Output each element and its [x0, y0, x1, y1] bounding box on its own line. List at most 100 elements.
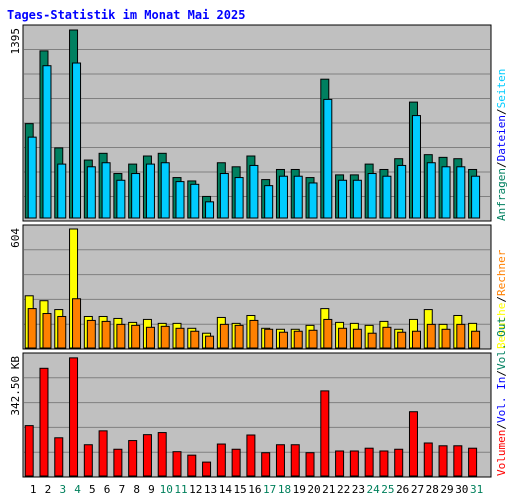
bar-dateien-day-13 — [205, 201, 215, 219]
bar-rechner-day-15 — [234, 324, 244, 349]
bar-rechner-day-23 — [352, 328, 362, 349]
x-label-day-29: 29 — [440, 483, 453, 496]
bar-volumen-day-10 — [157, 432, 167, 477]
x-label-day-23: 23 — [352, 483, 365, 496]
bar-volumen-day-2 — [39, 367, 49, 477]
bar-rechner-day-6 — [101, 320, 111, 349]
bar-dateien-day-22 — [338, 179, 348, 219]
bar-volumen-day-26 — [394, 448, 404, 477]
x-label-day-24: 24 — [367, 483, 381, 496]
x-label-day-30: 30 — [455, 483, 468, 496]
x-label-day-22: 22 — [337, 483, 350, 496]
x-label-day-2: 2 — [45, 483, 52, 496]
bar-dateien-day-7 — [116, 179, 126, 219]
bar-volumen-day-4 — [69, 357, 79, 477]
bar-rechner-day-25 — [382, 326, 392, 349]
bar-volumen-day-19 — [290, 444, 300, 477]
x-label-day-19: 19 — [293, 483, 306, 496]
bar-volumen-day-15 — [231, 448, 241, 477]
bar-volumen-day-21 — [320, 390, 330, 477]
bar-dateien-day-31 — [471, 175, 481, 219]
y-max-label-bottom: 342.50 KB — [9, 356, 22, 416]
bar-volumen-day-28 — [423, 442, 433, 477]
bar-rechner-day-24 — [367, 332, 377, 349]
bar-rechner-day-1 — [27, 308, 37, 349]
bar-dateien-day-29 — [441, 166, 451, 219]
bar-volumen-day-30 — [453, 445, 463, 477]
bar-rechner-day-5 — [86, 319, 96, 349]
bar-rechner-day-22 — [338, 327, 348, 349]
bar-volumen-day-27 — [408, 411, 418, 477]
bar-dateien-day-27 — [411, 115, 421, 219]
x-label-day-14: 14 — [219, 483, 233, 496]
bar-dateien-day-23 — [352, 179, 362, 219]
x-label-day-20: 20 — [307, 483, 320, 496]
bar-rechner-day-7 — [116, 323, 126, 349]
bar-volumen-day-12 — [187, 454, 197, 477]
y-max-label-top: 1395 — [9, 28, 22, 55]
bar-rechner-day-21 — [323, 318, 333, 349]
bar-rechner-day-2 — [42, 313, 52, 349]
bar-volumen-day-29 — [438, 445, 448, 477]
legend-item-anfragen: Anfragen — [495, 168, 508, 221]
bar-dateien-day-10 — [160, 162, 170, 219]
legend-item-rechner: Rechner — [495, 249, 508, 296]
bar-volumen-day-24 — [364, 447, 374, 477]
x-label-day-5: 5 — [89, 483, 96, 496]
bar-rechner-day-27 — [411, 330, 421, 349]
bar-volumen-day-17 — [261, 452, 271, 477]
x-label-day-31: 31 — [470, 483, 483, 496]
bar-rechner-day-14 — [219, 323, 229, 349]
legend-separator: / — [495, 296, 508, 303]
bar-dateien-day-17 — [264, 185, 274, 219]
chart-bars — [24, 29, 481, 477]
bar-rechner-day-10 — [160, 325, 170, 349]
bar-volumen-day-20 — [305, 452, 315, 477]
bar-dateien-day-21 — [323, 98, 333, 219]
legend-mid: Besuche/Rechner — [495, 249, 508, 349]
bar-dateien-day-6 — [101, 162, 111, 219]
bar-rechner-day-16 — [249, 319, 259, 349]
bar-dateien-day-24 — [367, 173, 377, 219]
bar-volumen-day-9 — [142, 434, 152, 477]
x-label-day-26: 26 — [396, 483, 409, 496]
bar-dateien-day-1 — [27, 136, 37, 219]
bar-volumen-day-23 — [349, 450, 359, 477]
bar-dateien-day-28 — [426, 162, 436, 219]
chart-panels — [22, 24, 492, 478]
x-label-day-3: 3 — [59, 483, 66, 496]
legend-bottom: Volumen/Vol. In/Vol. Out — [495, 317, 508, 476]
bar-rechner-day-28 — [426, 323, 436, 349]
x-label-day-8: 8 — [133, 483, 140, 496]
bar-dateien-day-25 — [382, 175, 392, 219]
bar-rechner-day-30 — [456, 323, 466, 349]
bar-dateien-day-4 — [72, 62, 82, 219]
bar-dateien-day-2 — [42, 65, 52, 219]
bar-rechner-day-31 — [471, 330, 481, 349]
bar-dateien-day-20 — [308, 182, 318, 219]
bar-dateien-day-3 — [57, 163, 67, 219]
bar-volumen-day-14 — [216, 443, 226, 477]
x-label-day-6: 6 — [104, 483, 111, 496]
bar-volumen-day-11 — [172, 451, 182, 477]
bar-rechner-day-9 — [145, 326, 155, 349]
bar-volumen-day-25 — [379, 450, 389, 477]
x-label-day-25: 25 — [381, 483, 394, 496]
legend-item-besuche: Besuche — [495, 303, 508, 349]
legend-item-volumen: Volumen — [495, 430, 508, 476]
bar-rechner-day-11 — [175, 327, 185, 349]
bar-volumen-day-16 — [246, 434, 256, 477]
legend-item-dateien: Dateien — [495, 115, 508, 161]
x-label-day-7: 7 — [119, 483, 126, 496]
bar-volumen-day-3 — [54, 437, 64, 477]
bar-dateien-day-14 — [219, 173, 229, 219]
x-label-day-4: 4 — [74, 483, 81, 496]
bar-volumen-day-1 — [24, 425, 34, 477]
bar-rechner-day-4 — [72, 298, 82, 349]
bar-volumen-day-22 — [335, 450, 345, 477]
chart-title: Tages-Statistik im Monat Mai 2025 — [7, 8, 245, 22]
x-label-day-10: 10 — [160, 483, 173, 496]
bar-rechner-day-29 — [441, 328, 451, 349]
